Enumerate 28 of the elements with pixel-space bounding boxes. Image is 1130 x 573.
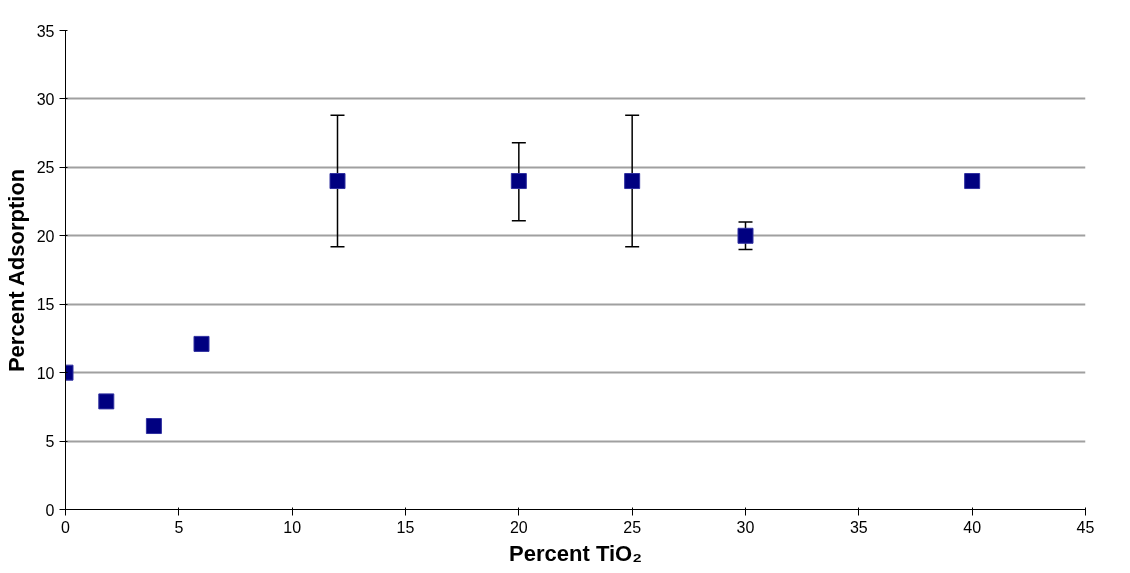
y-tick-label: 0 bbox=[45, 501, 55, 519]
x-tick-label: 15 bbox=[396, 518, 415, 536]
point bbox=[193, 335, 210, 352]
y-tick-label: 5 bbox=[45, 433, 55, 451]
y-tick-label: 35 bbox=[36, 22, 55, 40]
point bbox=[737, 227, 754, 244]
x-tick-label: 20 bbox=[509, 518, 528, 536]
y-tick-label: 15 bbox=[36, 296, 55, 314]
x-tick-label: 40 bbox=[963, 518, 982, 536]
x-tick-label: 35 bbox=[849, 518, 868, 536]
point bbox=[964, 173, 981, 190]
x-tick-label: 10 bbox=[283, 518, 302, 536]
y-tick-label: 25 bbox=[36, 159, 55, 177]
x-axis-title: Percent TiO₂ bbox=[509, 540, 642, 566]
y-tick-label: 10 bbox=[36, 364, 55, 382]
x-tick-label: 45 bbox=[1076, 518, 1095, 536]
point bbox=[624, 173, 641, 190]
y-tick-label: 30 bbox=[36, 90, 55, 108]
point bbox=[145, 418, 162, 435]
point bbox=[329, 173, 346, 190]
y-axis-title: Percent Adsorption bbox=[3, 168, 29, 373]
x-tick-label: 0 bbox=[61, 518, 71, 536]
point bbox=[510, 173, 527, 190]
y-tick-label: 20 bbox=[36, 227, 55, 245]
x-tick-label: 25 bbox=[623, 518, 642, 536]
x-tick-label: 5 bbox=[174, 518, 184, 536]
point bbox=[98, 393, 115, 410]
x-tick-label: 30 bbox=[736, 518, 755, 536]
